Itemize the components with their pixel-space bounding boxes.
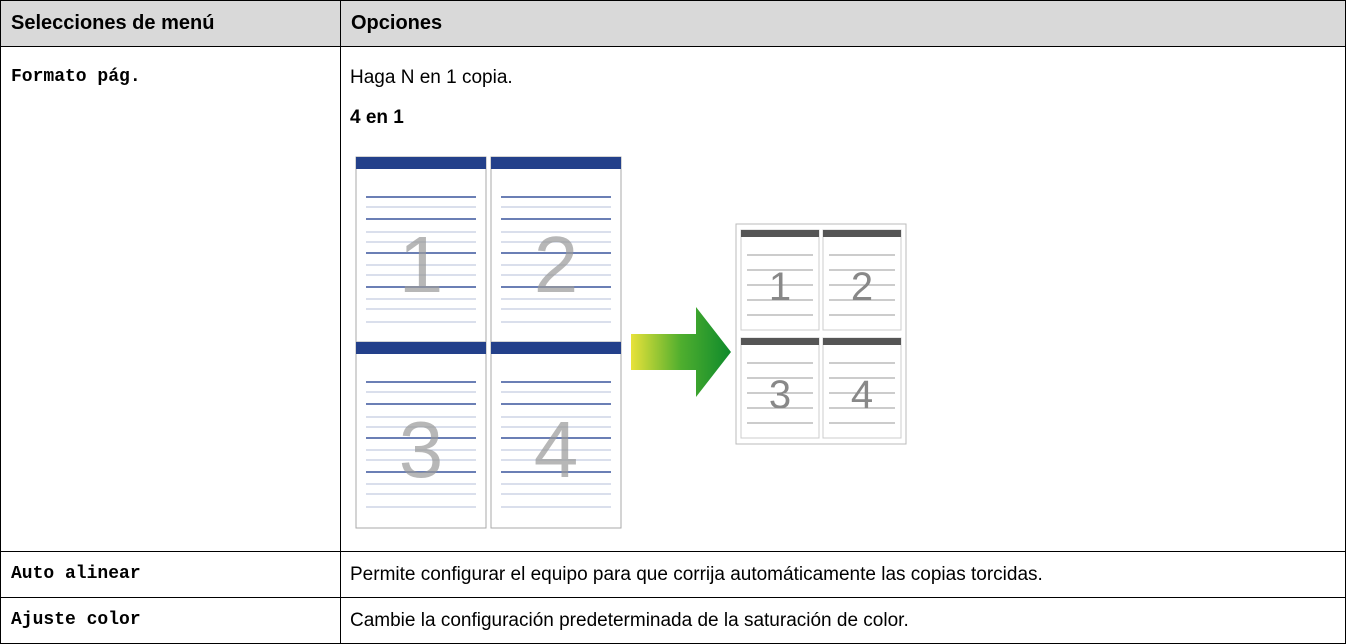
menu-text: Formato pág. bbox=[11, 67, 141, 87]
option-text: Haga N en 1 copia. bbox=[350, 67, 513, 88]
option-text: Permite configurar el equipo para que co… bbox=[350, 564, 1043, 585]
page-number: 2 bbox=[851, 265, 873, 309]
page-number: 3 bbox=[399, 405, 444, 494]
option-cell: Permite configurar el equipo para que co… bbox=[340, 551, 1346, 598]
header-text: Opciones bbox=[351, 12, 443, 34]
menu-cell: Auto alinear bbox=[0, 551, 341, 598]
page-number: 1 bbox=[399, 220, 444, 309]
header-cell: Opciones bbox=[340, 0, 1346, 47]
page-number: 1 bbox=[769, 265, 791, 309]
option-text: Cambie la configuración predeterminada d… bbox=[350, 610, 909, 631]
page-number: 4 bbox=[534, 405, 579, 494]
page-number: 2 bbox=[534, 220, 579, 309]
illustration: 1 2 3 4 1 2 3 4 bbox=[355, 156, 907, 529]
option-cell: Cambie la configuración predeterminada d… bbox=[340, 597, 1346, 644]
arrow bbox=[631, 307, 731, 397]
header-cell: Selecciones de menú bbox=[0, 0, 341, 47]
page-number: 3 bbox=[769, 373, 791, 417]
menu-text: Auto alinear bbox=[11, 564, 141, 584]
page-number: 4 bbox=[851, 373, 873, 417]
menu-cell: Formato pág. bbox=[0, 46, 341, 552]
option-cell: Haga N en 1 copia. 4 en 1 bbox=[340, 46, 1346, 552]
header-text: Selecciones de menú bbox=[11, 12, 215, 34]
menu-cell: Ajuste color bbox=[0, 597, 341, 644]
menu-text: Ajuste color bbox=[11, 610, 141, 630]
example-title: 4 en 1 bbox=[350, 107, 404, 128]
